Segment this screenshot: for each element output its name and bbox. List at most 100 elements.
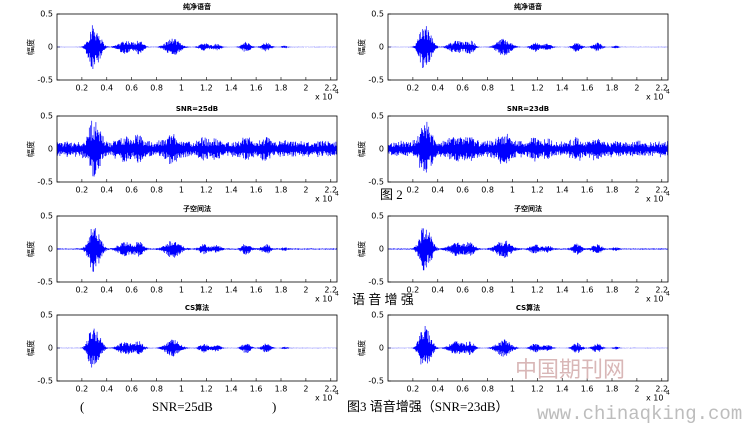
- x-tick-label: 1.6: [581, 385, 594, 394]
- x-tick-label: 1.2: [200, 385, 213, 394]
- caption-fig3: 图3 语音增强（SNR=23dB）: [347, 399, 509, 414]
- x-tick-label: 0.2: [407, 84, 420, 93]
- y-tick-label: 0: [48, 145, 53, 154]
- x-tick-label: 0.4: [431, 385, 444, 394]
- panel-title: SNR=23dB: [507, 105, 549, 113]
- x-tick-label: 2.2: [655, 186, 668, 195]
- x-tick-label: 1.6: [250, 286, 263, 295]
- x-tick-label: 0.8: [150, 186, 163, 195]
- x-tick-label: 0.6: [125, 186, 138, 195]
- x-tick-label: 2: [303, 286, 308, 295]
- y-tick-label: 0.5: [40, 311, 53, 320]
- y-tick-label: -0.5: [368, 278, 384, 287]
- x-tick-label: 0.2: [76, 186, 89, 195]
- x-tick-label: 1.4: [556, 186, 569, 195]
- x-tick-label: 2.2: [324, 84, 337, 93]
- y-tick-label: -0.5: [37, 76, 53, 85]
- x-tick-label: 0.2: [76, 84, 89, 93]
- x-multiplier-exp: 4: [666, 191, 670, 198]
- x-tick-label: 0.4: [431, 286, 444, 295]
- x-tick-label: 1.8: [275, 84, 288, 93]
- waveform: [57, 328, 337, 368]
- x-tick-label: 0.8: [481, 84, 494, 93]
- y-tick-label: 0.5: [40, 212, 53, 221]
- x-tick-label: 1: [510, 286, 515, 295]
- watermark-cn: 中国期刊网: [515, 357, 625, 382]
- waveform: [388, 228, 668, 271]
- x-tick-label: 0.2: [407, 186, 420, 195]
- x-tick-label: 2.2: [655, 385, 668, 394]
- caption-open: (: [80, 399, 84, 414]
- waveform: [57, 228, 337, 272]
- x-tick-label: 1.8: [606, 84, 619, 93]
- x-tick-label: 1.6: [250, 186, 263, 195]
- x-tick-label: 0.6: [125, 385, 138, 394]
- y-tick-label: 0.5: [371, 311, 384, 320]
- x-multiplier-exp: 4: [335, 191, 339, 198]
- x-multiplier-exp: 4: [666, 89, 670, 96]
- y-axis-label: 幅度: [357, 39, 367, 55]
- watermark-url: www.chinaqking.com: [537, 403, 742, 425]
- x-tick-label: 0.4: [100, 286, 113, 295]
- y-tick-label: -0.5: [37, 377, 53, 386]
- y-tick-label: -0.5: [368, 178, 384, 187]
- x-multiplier: x 10: [315, 93, 332, 102]
- x-tick-label: 1: [510, 84, 515, 93]
- x-tick-label: 0.8: [481, 286, 494, 295]
- y-tick-label: -0.5: [37, 178, 53, 187]
- panel-title: 子空间法: [514, 204, 542, 213]
- y-tick-label: 0: [48, 245, 53, 254]
- plot-frame: [387, 314, 669, 382]
- x-multiplier-exp: 4: [666, 390, 670, 397]
- x-tick-label: 1.2: [531, 84, 544, 93]
- y-tick-label: 0: [48, 344, 53, 353]
- x-tick-label: 1.8: [606, 286, 619, 295]
- x-tick-label: 0.2: [407, 385, 420, 394]
- x-tick-label: 1.6: [581, 286, 594, 295]
- x-tick-label: 2: [634, 186, 639, 195]
- y-tick-label: -0.5: [368, 76, 384, 85]
- x-multiplier-exp: 4: [666, 291, 670, 298]
- x-tick-label: 2.2: [324, 286, 337, 295]
- x-tick-label: 2: [303, 186, 308, 195]
- x-tick-label: 0.8: [481, 385, 494, 394]
- x-tick-label: 1.8: [275, 385, 288, 394]
- x-tick-label: 1.2: [531, 286, 544, 295]
- x-tick-label: 0.6: [125, 286, 138, 295]
- caption-close: ): [272, 399, 276, 414]
- x-multiplier-exp: 4: [335, 291, 339, 298]
- x-tick-label: 0.4: [100, 385, 113, 394]
- panel-title: CS算法: [185, 303, 209, 312]
- x-tick-label: 1.8: [275, 286, 288, 295]
- panel-title: 纯净语音: [183, 2, 211, 11]
- x-tick-label: 0.6: [125, 84, 138, 93]
- x-tick-label: 1.6: [250, 84, 263, 93]
- x-multiplier-exp: 4: [335, 390, 339, 397]
- x-tick-label: 2: [634, 286, 639, 295]
- y-tick-label: 0.5: [371, 212, 384, 221]
- x-tick-label: 0.2: [76, 385, 89, 394]
- x-tick-label: 1.4: [225, 385, 238, 394]
- waveform: [388, 326, 668, 365]
- x-tick-label: 0.4: [100, 84, 113, 93]
- y-tick-label: 0.5: [40, 112, 53, 121]
- x-tick-label: 1: [510, 385, 515, 394]
- x-tick-label: 0.6: [456, 385, 469, 394]
- panel-title: CS算法: [516, 303, 540, 312]
- x-tick-label: 1.8: [275, 186, 288, 195]
- x-tick-label: 0.2: [76, 286, 89, 295]
- x-tick-label: 1.4: [556, 385, 569, 394]
- x-tick-label: 2: [303, 84, 308, 93]
- x-tick-label: 1.6: [250, 385, 263, 394]
- y-axis-label: 幅度: [26, 340, 36, 356]
- x-multiplier: x 10: [315, 394, 332, 403]
- x-tick-label: 0.8: [481, 186, 494, 195]
- x-tick-label: 1: [510, 186, 515, 195]
- x-tick-label: 2: [634, 84, 639, 93]
- x-tick-label: 2.2: [655, 286, 668, 295]
- y-tick-label: 0: [379, 43, 384, 52]
- x-tick-label: 2: [303, 385, 308, 394]
